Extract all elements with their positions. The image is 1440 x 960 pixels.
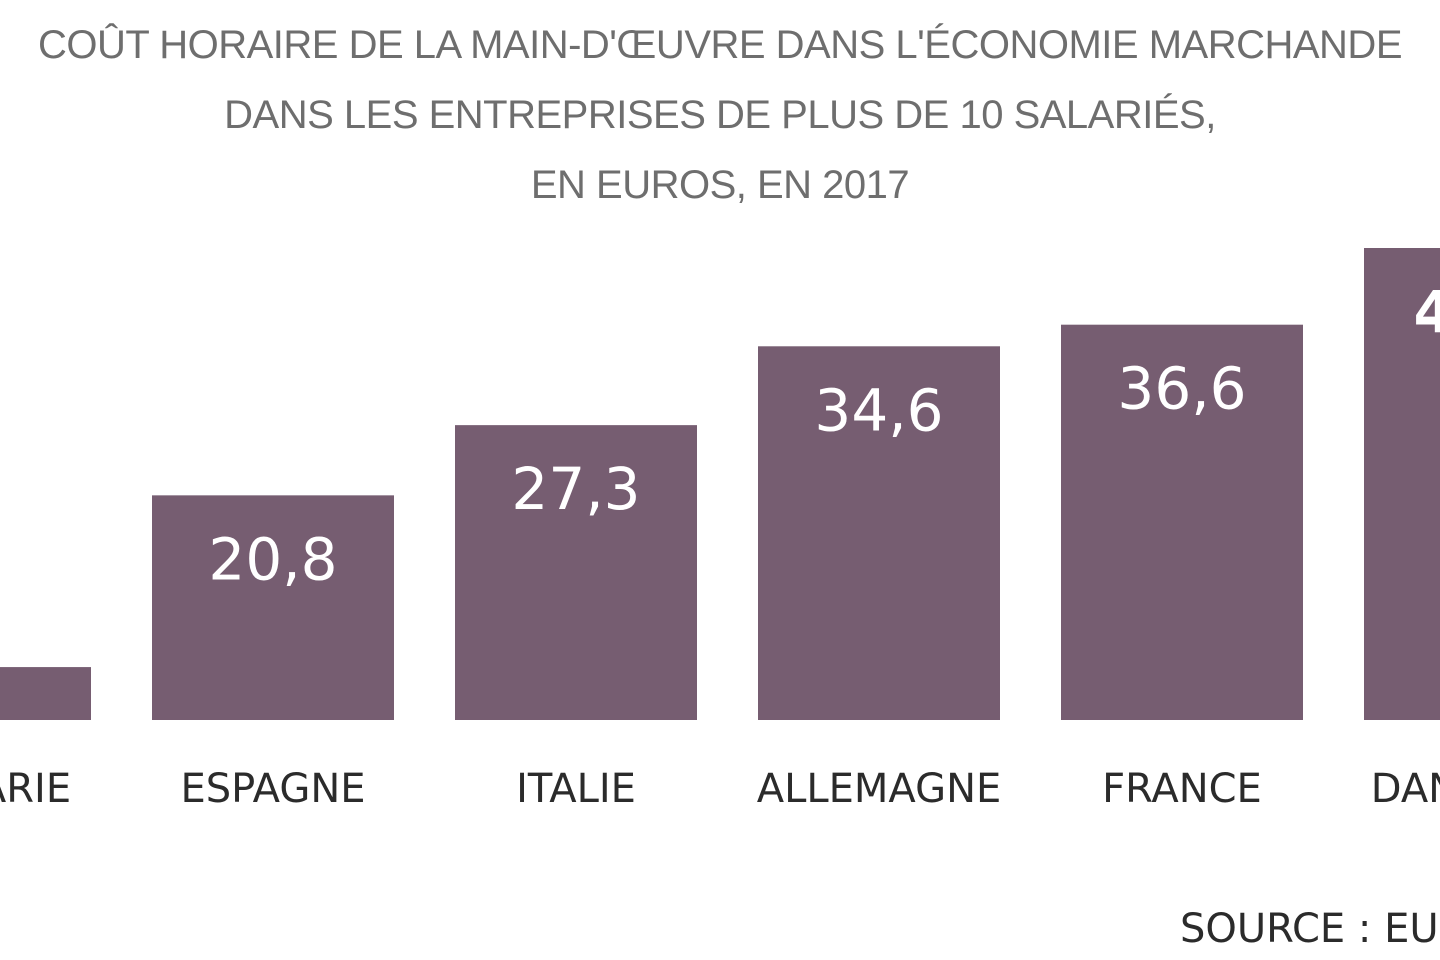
value-label-danemark: 43,7 bbox=[1413, 278, 1440, 346]
bar-bulgarie bbox=[0, 667, 91, 720]
chart-title-line-1: COÛT HORAIRE DE LA MAIN-D'ŒUVRE DANS L'É… bbox=[38, 22, 1402, 67]
value-label-italie: 27,3 bbox=[511, 455, 640, 523]
bar-allemagne bbox=[758, 346, 1000, 720]
category-label-france: FRANCE bbox=[1102, 766, 1262, 812]
bar-danemark bbox=[1364, 248, 1440, 720]
value-label-allemagne: 34,6 bbox=[814, 376, 943, 444]
category-label-allemagne: ALLEMAGNE bbox=[757, 766, 1002, 812]
category-label-bulgarie: BULGARIE bbox=[0, 766, 71, 812]
source-note: SOURCE : EUROSTAT bbox=[1180, 906, 1440, 952]
bars bbox=[0, 248, 1440, 720]
category-labels: BULGARIE ESPAGNE ITALIE ALLEMAGNE FRANCE DANE… bbox=[0, 766, 1440, 812]
chart-title: COÛT HORAIRE DE LA MAIN-D'ŒUVRE DANS L'É… bbox=[38, 22, 1403, 207]
bar-espagne bbox=[152, 495, 394, 720]
category-label-danemark: DANEMARK bbox=[1371, 766, 1440, 812]
chart-title-line-2: DANS LES ENTREPRISES DE PLUS DE 10 SALAR… bbox=[224, 92, 1216, 137]
category-label-italie: ITALIE bbox=[516, 766, 636, 812]
chart-title-line-3: EN EUROS, EN 2017 bbox=[531, 163, 909, 207]
value-labels: 20,8 27,3 34,6 36,6 43,7 bbox=[208, 278, 1440, 593]
bar-italie bbox=[455, 425, 697, 720]
bar-france bbox=[1061, 324, 1303, 720]
category-label-espagne: ESPAGNE bbox=[180, 766, 365, 812]
value-label-france: 36,6 bbox=[1117, 355, 1246, 423]
value-label-espagne: 20,8 bbox=[208, 525, 337, 593]
